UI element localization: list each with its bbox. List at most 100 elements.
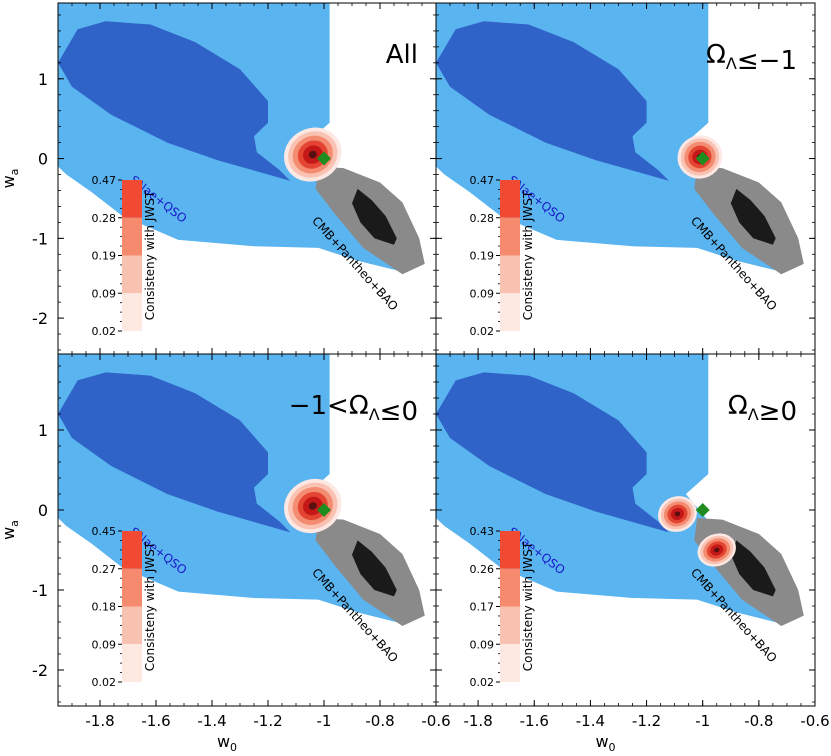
y-axis-label: wa bbox=[0, 169, 21, 189]
snae-qso-contour-1sigma bbox=[436, 21, 669, 181]
y-tick-label: -1 bbox=[32, 229, 48, 248]
colorbar-segment-4 bbox=[500, 293, 520, 331]
reference-marker bbox=[317, 151, 331, 166]
x-tick-label: -1 bbox=[695, 712, 710, 730]
colorbar-segment-1 bbox=[122, 180, 142, 218]
reference-marker bbox=[317, 503, 331, 517]
colorbar-tick-label: 0.02 bbox=[470, 325, 495, 338]
colorbar-tick-label: 0.45 bbox=[92, 525, 117, 538]
y-tick-label: 0 bbox=[38, 150, 48, 169]
y-axis-label: wa bbox=[0, 520, 21, 540]
plot-area: SNae+QSOCMB+Pantheo+BAO0.430.260.170.090… bbox=[436, 354, 815, 706]
panel-2: SNae+QSOCMB+Pantheo+BAO0.470.280.190.090… bbox=[435, 2, 816, 355]
y-tick-label: 0 bbox=[38, 501, 48, 520]
cmb-contour-1sigma bbox=[730, 188, 776, 245]
axis-ticks bbox=[436, 354, 816, 706]
colorbar-tick-label: 0.43 bbox=[470, 525, 495, 538]
cmb-contour-1sigma bbox=[352, 188, 397, 245]
colorbar-tick-label: 0.28 bbox=[92, 212, 117, 225]
panel-4: SNae+QSOCMB+Pantheo+BAO0.430.260.170.090… bbox=[435, 353, 830, 754]
colorbar-label: Consisteny with JWST bbox=[521, 190, 535, 320]
panel-title: ΩΛ≤−1 bbox=[706, 40, 797, 76]
x-tick-label: -0.8 bbox=[744, 712, 773, 730]
panel-title: ΩΛ≥0 bbox=[728, 391, 797, 427]
x-tick-label: -1.4 bbox=[197, 712, 226, 730]
plot-area: SNae+QSOCMB+Pantheo+BAO0.450.270.180.090… bbox=[58, 354, 436, 706]
colorbar-tick-label: 0.17 bbox=[470, 601, 495, 614]
jwst-consistency-level-6-0 bbox=[308, 150, 317, 159]
x-tick-label: -1.4 bbox=[576, 712, 605, 730]
colorbar-tick-label: 0.09 bbox=[92, 287, 117, 300]
colorbar-segment-3 bbox=[500, 606, 520, 645]
x-tick-label: -1 bbox=[317, 712, 332, 730]
colorbar-segment-1 bbox=[122, 531, 142, 569]
plot-area: SNae+QSOCMB+Pantheo+BAO0.470.280.190.090… bbox=[436, 3, 815, 354]
x-tick-label: -0.6 bbox=[421, 712, 450, 730]
colorbar-tick-label: 0.09 bbox=[92, 638, 117, 651]
colorbar-segment-4 bbox=[122, 293, 142, 331]
jwst-consistency-level-6-0 bbox=[674, 511, 681, 517]
colorbar-label: Consisteny with JWST bbox=[521, 541, 535, 671]
x-tick-label: -1.6 bbox=[141, 712, 170, 730]
colorbar-tick-label: 0.28 bbox=[470, 212, 495, 225]
colorbar-tick-label: 0.26 bbox=[470, 563, 495, 576]
colorbar-segment-4 bbox=[122, 644, 142, 682]
cmb-contour-1sigma bbox=[730, 540, 776, 597]
colorbar-tick-label: 0.02 bbox=[470, 676, 495, 689]
x-tick-label: -0.6 bbox=[800, 712, 829, 730]
colorbar-label: Consisteny with JWST bbox=[143, 190, 157, 320]
colorbar-segment-1 bbox=[500, 180, 520, 218]
colorbar: 0.43 0.26 0.17 0.09 0.02 Consisteny with JWST bbox=[470, 525, 536, 689]
colorbar-segment-3 bbox=[122, 255, 142, 294]
reference-marker bbox=[695, 151, 710, 166]
snae-qso-contour-1sigma bbox=[58, 21, 291, 181]
y-tick-label: 1 bbox=[38, 70, 48, 89]
colorbar: 0.45 0.27 0.18 0.09 0.02 Consisteny with JWST bbox=[92, 525, 158, 689]
x-tick-label: -0.8 bbox=[365, 712, 394, 730]
y-tick-label: -2 bbox=[32, 309, 48, 328]
snae-qso-contour-1sigma bbox=[58, 372, 291, 533]
colorbar-segment-3 bbox=[500, 255, 520, 294]
colorbar-segment-2 bbox=[122, 217, 142, 256]
axis-ticks bbox=[58, 354, 437, 706]
y-tick-label: 1 bbox=[38, 421, 48, 440]
snae-qso-contour-1sigma bbox=[436, 372, 669, 533]
jwst-consistency-level-6-0 bbox=[308, 502, 317, 510]
plot-area: SNae+QSOCMB+Pantheo+BAO0.470.280.190.090… bbox=[58, 3, 436, 354]
colorbar-tick-label: 0.02 bbox=[92, 676, 117, 689]
panel-1: SNae+QSOCMB+Pantheo+BAO0.470.280.190.090… bbox=[0, 2, 437, 355]
x-tick-label: -1.2 bbox=[632, 712, 661, 730]
colorbar-segment-2 bbox=[500, 568, 520, 607]
colorbar-segment-3 bbox=[122, 606, 142, 645]
jwst-consistency-level-6-1 bbox=[714, 547, 720, 553]
colorbar-tick-label: 0.09 bbox=[470, 287, 495, 300]
colorbar-tick-label: 0.47 bbox=[470, 174, 495, 187]
colorbar-tick-label: 0.18 bbox=[92, 601, 117, 614]
y-tick-label: -2 bbox=[32, 661, 48, 680]
colorbar-tick-label: 0.19 bbox=[470, 250, 495, 263]
colorbar-segment-4 bbox=[500, 644, 520, 682]
x-tick-label: -1.6 bbox=[520, 712, 549, 730]
colorbar: 0.47 0.28 0.19 0.09 0.02 Consisteny with JWST bbox=[92, 174, 158, 338]
colorbar-tick-label: 0.09 bbox=[470, 638, 495, 651]
colorbar-tick-label: 0.19 bbox=[92, 250, 117, 263]
cmb-contour-1sigma bbox=[352, 540, 397, 597]
colorbar-segment-1 bbox=[500, 531, 520, 569]
panel-frame bbox=[435, 353, 816, 707]
colorbar: 0.47 0.28 0.19 0.09 0.02 Consisteny with JWST bbox=[470, 174, 536, 338]
colorbar-tick-label: 0.27 bbox=[92, 563, 117, 576]
x-axis-label: w0 bbox=[595, 732, 615, 752]
x-tick-label: -1.2 bbox=[253, 712, 282, 730]
y-tick-label: -1 bbox=[32, 581, 48, 600]
colorbar-label: Consisteny with JWST bbox=[143, 541, 157, 671]
x-axis-label: w0 bbox=[217, 732, 237, 752]
panel-title: All bbox=[386, 40, 418, 70]
colorbar-tick-label: 0.02 bbox=[92, 325, 117, 338]
panel-3: SNae+QSOCMB+Pantheo+BAO0.450.270.180.090… bbox=[0, 353, 437, 754]
x-tick-label: -1.8 bbox=[463, 712, 492, 730]
colorbar-segment-2 bbox=[122, 568, 142, 607]
axis-ticks bbox=[436, 3, 816, 354]
colorbar-tick-label: 0.47 bbox=[92, 174, 117, 187]
colorbar-segment-2 bbox=[500, 217, 520, 256]
